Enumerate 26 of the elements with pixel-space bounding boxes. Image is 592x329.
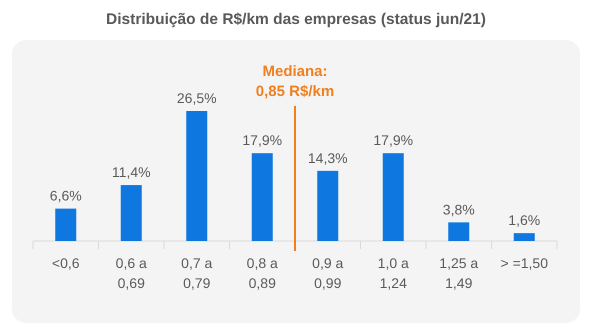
bar [55,208,76,241]
chart-title: Distribuição de R$/km das empresas (status jun/21) [106,11,486,28]
x-tick-label: 0,6 a 0,69 [116,255,148,291]
ref-line-label: Mediana: 0,85 R$/km [256,63,334,100]
data-label: 1,6% [508,212,540,228]
data-label: 17,9% [373,132,414,148]
x-tick-label: 0,9 a 0,99 [312,255,344,291]
data-label: 17,9% [242,132,282,148]
bar [382,153,404,241]
bar [186,111,208,241]
data-label: 11,4% [112,164,151,180]
x-tick-label: <0,6 [52,255,80,271]
data-label: 3,8% [442,201,475,218]
x-tick-label: 0,7 a 0,79 [181,255,213,291]
x-tick-label: 1,0 a 1,24 [378,255,410,291]
bar [514,233,535,241]
data-label: 26,5% [176,90,217,106]
x-tick-label: 1,25 a 1,49 [439,255,478,291]
bar [448,222,470,241]
bar [252,153,273,241]
bar [317,170,338,241]
bar [120,185,142,241]
data-label: 6,6% [50,188,82,204]
data-label: 14,3% [308,150,348,166]
x-tick-label: 0,8 a 0,89 [246,255,278,291]
x-tick-label: > =1,50 [500,255,548,271]
